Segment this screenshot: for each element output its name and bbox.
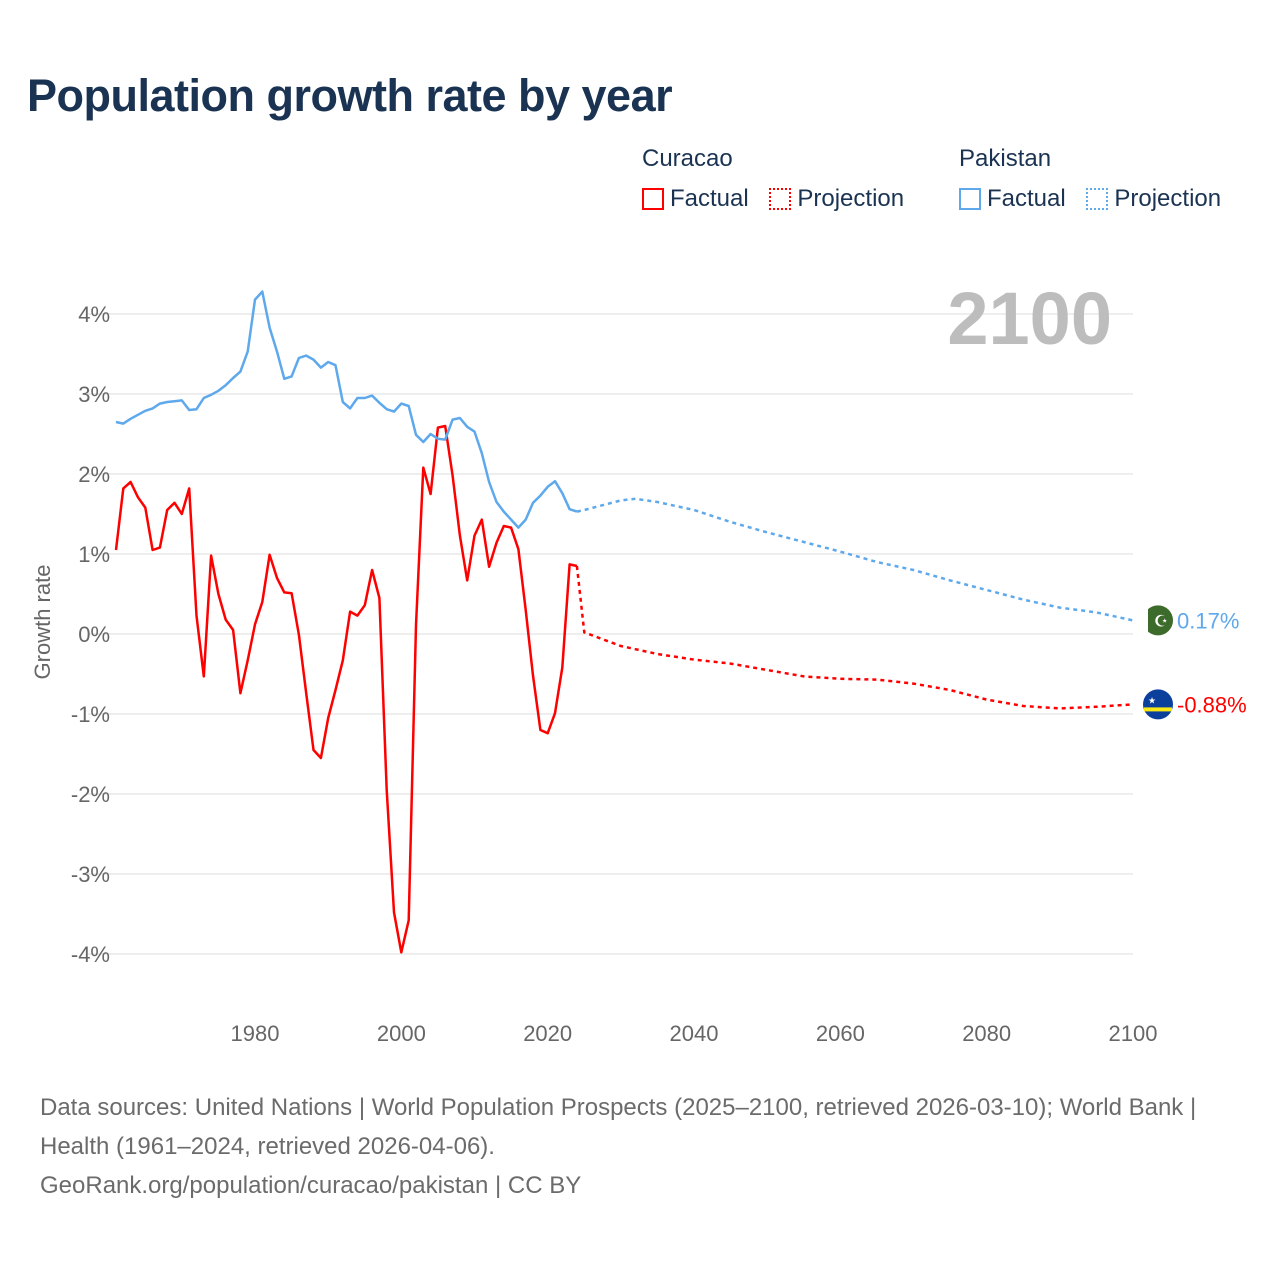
x-tick-label: 1980 xyxy=(231,1021,280,1046)
pakistan-flag-icon xyxy=(1143,605,1173,636)
legend-curacao-factual[interactable]: Factual xyxy=(642,185,749,213)
x-tick-label: 2020 xyxy=(523,1021,572,1046)
flag-stripe xyxy=(1144,707,1172,712)
series-curacao-projection xyxy=(575,565,1134,710)
series-pakistan-projection xyxy=(576,497,1134,622)
y-tick-label: 2% xyxy=(78,462,110,487)
y-tick-label: -1% xyxy=(71,702,110,727)
end-value-label: 0.17% xyxy=(1177,608,1239,633)
legend-pakistan-factual[interactable]: Factual xyxy=(959,185,1066,213)
x-tick-label: 2100 xyxy=(1109,1021,1158,1046)
y-tick-label: -4% xyxy=(71,942,110,967)
legend-pakistan-projection[interactable]: Projection xyxy=(1086,185,1221,213)
flag-stripe xyxy=(1143,605,1148,636)
legend-label: Factual xyxy=(987,185,1066,212)
legend-group-curacao: Curacao Factual Projection xyxy=(642,145,918,217)
legend-swatch-dotted xyxy=(1086,188,1109,210)
y-tick-label: 0% xyxy=(78,622,110,647)
y-tick-label: -3% xyxy=(71,862,110,887)
legend-swatch-dotted xyxy=(769,188,792,210)
flag-star: ★ xyxy=(1148,695,1156,705)
year-display: 2100 xyxy=(947,277,1112,360)
legend-swatch-solid xyxy=(642,188,664,210)
end-value-label: -0.88% xyxy=(1177,692,1247,717)
series-pakistan-factual xyxy=(115,290,578,529)
legend-label: Factual xyxy=(670,185,749,212)
y-tick-label: -2% xyxy=(71,782,110,807)
legend-label: Projection xyxy=(1114,185,1222,212)
legend-group-name: Pakistan xyxy=(959,145,1052,172)
x-tick-label: 2060 xyxy=(816,1021,865,1046)
x-tick-label: 2040 xyxy=(670,1021,719,1046)
legend-group-name: Curacao xyxy=(642,145,733,172)
curacao-flag-icon xyxy=(1143,689,1173,720)
legend-group-pakistan: Pakistan Factual Projection xyxy=(959,145,1221,217)
x-tick-label: 2080 xyxy=(962,1021,1011,1046)
y-axis-label: Growth rate xyxy=(30,565,55,680)
series-curacao-factual xyxy=(114,424,578,954)
flag-crescent: ☪ xyxy=(1154,613,1168,630)
legend-curacao-projection[interactable]: Projection xyxy=(769,185,904,213)
chart-title: Population growth rate by year xyxy=(27,70,673,121)
x-tick-label: 2000 xyxy=(377,1021,426,1046)
y-tick-label: 4% xyxy=(78,302,110,327)
y-tick-label: 3% xyxy=(78,382,110,407)
data-sources: Data sources: United Nations | World Pop… xyxy=(40,1094,1197,1160)
source-link[interactable]: GeoRank.org/population/curacao/pakistan … xyxy=(40,1172,582,1199)
legend-label: Projection xyxy=(797,185,905,212)
y-tick-label: 1% xyxy=(78,542,110,567)
legend-swatch-solid xyxy=(959,188,981,210)
footer: Data sources: United Nations | World Pop… xyxy=(40,1088,1240,1205)
